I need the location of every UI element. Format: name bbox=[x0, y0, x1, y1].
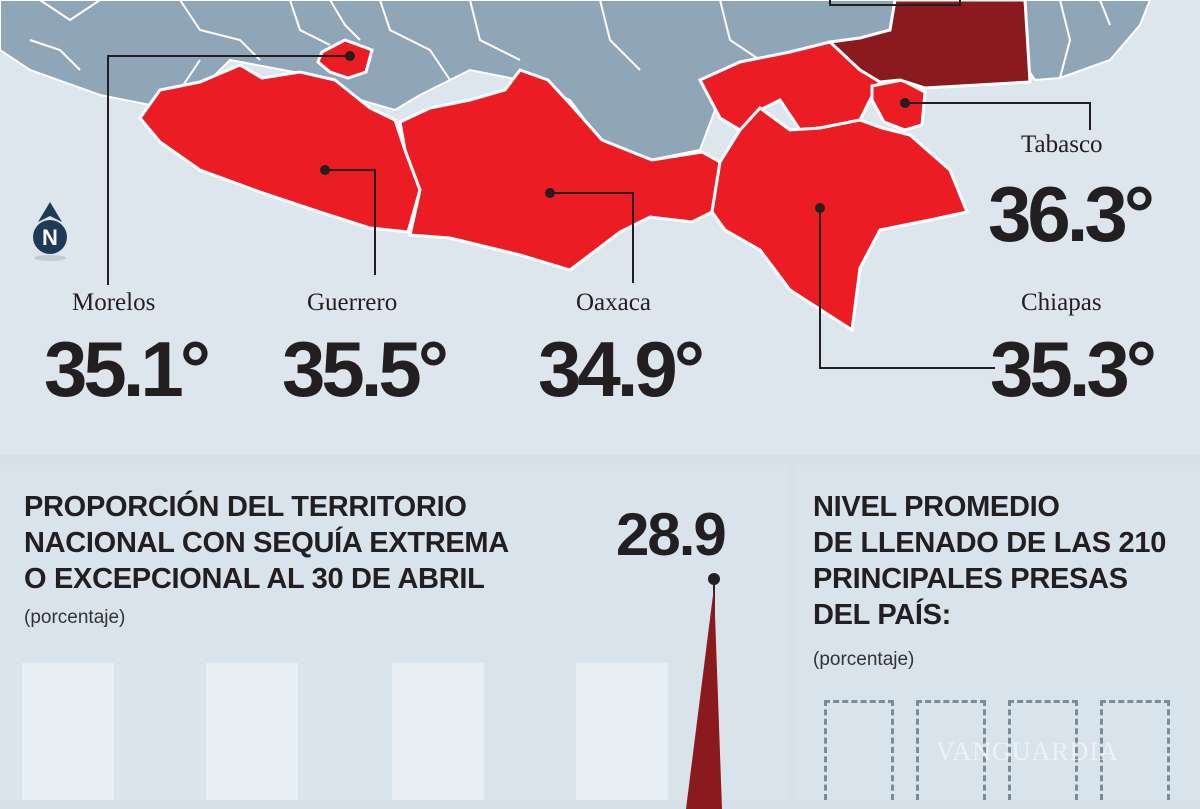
drought-peak-spike bbox=[686, 573, 722, 809]
state-temp-guerrero: 35.5° bbox=[282, 325, 449, 413]
state-label-guerrero: Guerrero bbox=[307, 289, 398, 316]
state-temp-chiapas: 35.3° bbox=[990, 325, 1157, 413]
dam-box-3 bbox=[1008, 700, 1078, 800]
leader-dots bbox=[320, 51, 910, 213]
dam-box-4 bbox=[1100, 700, 1170, 800]
drought-title: PROPORCIÓN DEL TERRITORIO NACIONAL CON S… bbox=[24, 489, 509, 597]
state-label-oaxaca: Oaxaca bbox=[576, 289, 651, 316]
drought-bar-2 bbox=[206, 663, 298, 800]
dam-box-1 bbox=[824, 700, 894, 800]
drought-bar-3 bbox=[392, 663, 484, 800]
leader-line-guerrero bbox=[325, 169, 376, 275]
drought-title-line-3: O EXCEPCIONAL AL 30 DE ABRIL bbox=[24, 563, 485, 595]
watermark: VANGUARDIA bbox=[936, 737, 1119, 766]
state-shape-campeche bbox=[826, 0, 1032, 90]
state-shape-morelos bbox=[316, 38, 374, 80]
dams-title: NIVEL PROMEDIO DE LLENADO DE LAS 210 PRI… bbox=[813, 489, 1166, 633]
state-shape-oaxaca bbox=[398, 68, 722, 272]
state-shape-tabasco bbox=[870, 78, 927, 132]
drought-title-line-1: PROPORCIÓN DEL TERRITORIO bbox=[24, 491, 467, 523]
state-shape-chiapas bbox=[710, 105, 970, 333]
state-temp-morelos: 35.1° bbox=[44, 325, 211, 413]
dams-title-line-1: NIVEL PROMEDIO bbox=[813, 491, 1060, 523]
drought-unit-label: (porcentaje) bbox=[24, 607, 126, 628]
leader-line-chiapas bbox=[819, 208, 995, 369]
leader-line-tabasco bbox=[905, 102, 1091, 130]
compass-icon: N bbox=[33, 202, 67, 261]
dams-title-line-4: DEL PAÍS: bbox=[813, 599, 952, 631]
leader-line-campeche bbox=[829, 0, 961, 6]
drought-title-line-2: NACIONAL CON SEQUÍA EXTREMA bbox=[24, 527, 509, 559]
leader-line-morelos bbox=[107, 55, 350, 285]
dam-box-2 bbox=[916, 700, 986, 800]
drought-peak-value: 28.9 bbox=[616, 501, 727, 568]
drought-panel: PROPORCIÓN DEL TERRITORIO NACIONAL CON S… bbox=[0, 465, 788, 809]
state-label-tabasco: Tabasco bbox=[1021, 131, 1103, 158]
state-label-chiapas: Chiapas bbox=[1021, 289, 1102, 316]
leader-lines bbox=[107, 0, 1091, 369]
land-internal-borders bbox=[29, 0, 1111, 91]
dams-title-line-2: DE LLENADO DE LAS 210 bbox=[813, 527, 1167, 559]
state-temp-oaxaca: 34.9° bbox=[538, 325, 705, 413]
map-graphic: N bbox=[0, 0, 1152, 369]
dams-unit-label: (porcentaje) bbox=[813, 649, 915, 670]
state-shape-guerrero bbox=[138, 63, 422, 234]
dams-panel: NIVEL PROMEDIO DE LLENADO DE LAS 210 PRI… bbox=[796, 465, 1200, 800]
state-temp-tabasco: 36.3° bbox=[988, 170, 1155, 258]
state-label-morelos: Morelos bbox=[72, 289, 156, 316]
drought-bar-1 bbox=[22, 663, 114, 800]
dams-title-line-3: PRINCIPALES PRESAS bbox=[813, 563, 1128, 595]
drought-bar-4 bbox=[576, 663, 668, 800]
leader-line-oaxaca bbox=[550, 192, 634, 283]
compass-letter: N bbox=[42, 225, 58, 250]
map-panel: N Morelos 35.1° Guerrero 35.5° Oaxaca 34… bbox=[0, 0, 1158, 413]
